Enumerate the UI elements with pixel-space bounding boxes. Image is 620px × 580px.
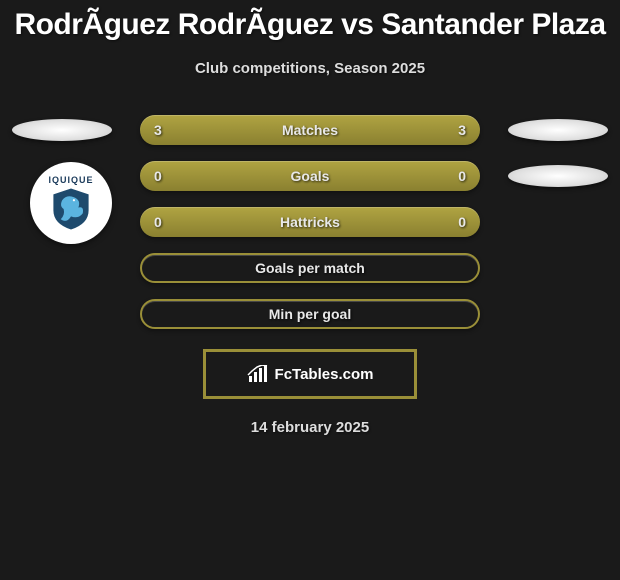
player-right-marker: [508, 119, 608, 141]
stat-bar: 3 Matches 3: [140, 115, 480, 145]
stat-right-value: 0: [458, 168, 466, 184]
dragon-icon: [49, 187, 93, 231]
stat-left-value: 3: [154, 122, 162, 138]
stat-row: Goals per match: [0, 245, 620, 291]
player-left-marker: [12, 119, 112, 141]
footer-date: 14 february 2025: [0, 419, 620, 436]
stat-left-value: 0: [154, 168, 162, 184]
comparison-rows: 3 Matches 3 0 Goals 0 0 Hattricks 0 Goals per mat…: [0, 107, 620, 337]
stat-right-value: 0: [458, 214, 466, 230]
stat-bar: Goals per match: [140, 253, 480, 283]
branding-box: FcTables.com: [203, 349, 417, 399]
chart-icon: [247, 365, 269, 383]
club-badge-text: IQUIQUE: [48, 175, 93, 185]
comparison-title: RodrÃ­guez RodrÃ­guez vs Santander Plaza: [0, 0, 620, 42]
stat-label: Matches: [282, 122, 338, 138]
stat-label: Goals: [291, 168, 330, 184]
branding-text: FcTables.com: [275, 366, 374, 383]
stat-bar: 0 Hattricks 0: [140, 207, 480, 237]
stat-row: 3 Matches 3: [0, 107, 620, 153]
club-badge: IQUIQUE: [30, 162, 112, 244]
stat-label: Goals per match: [255, 260, 365, 276]
player-right-marker: [508, 165, 608, 187]
stat-bar: Min per goal: [140, 299, 480, 329]
stat-left-value: 0: [154, 214, 162, 230]
stat-bar: 0 Goals 0: [140, 161, 480, 191]
stat-label: Hattricks: [280, 214, 340, 230]
comparison-subtitle: Club competitions, Season 2025: [0, 60, 620, 77]
stat-row: Min per goal: [0, 291, 620, 337]
stat-label: Min per goal: [269, 306, 351, 322]
stat-right-value: 3: [458, 122, 466, 138]
